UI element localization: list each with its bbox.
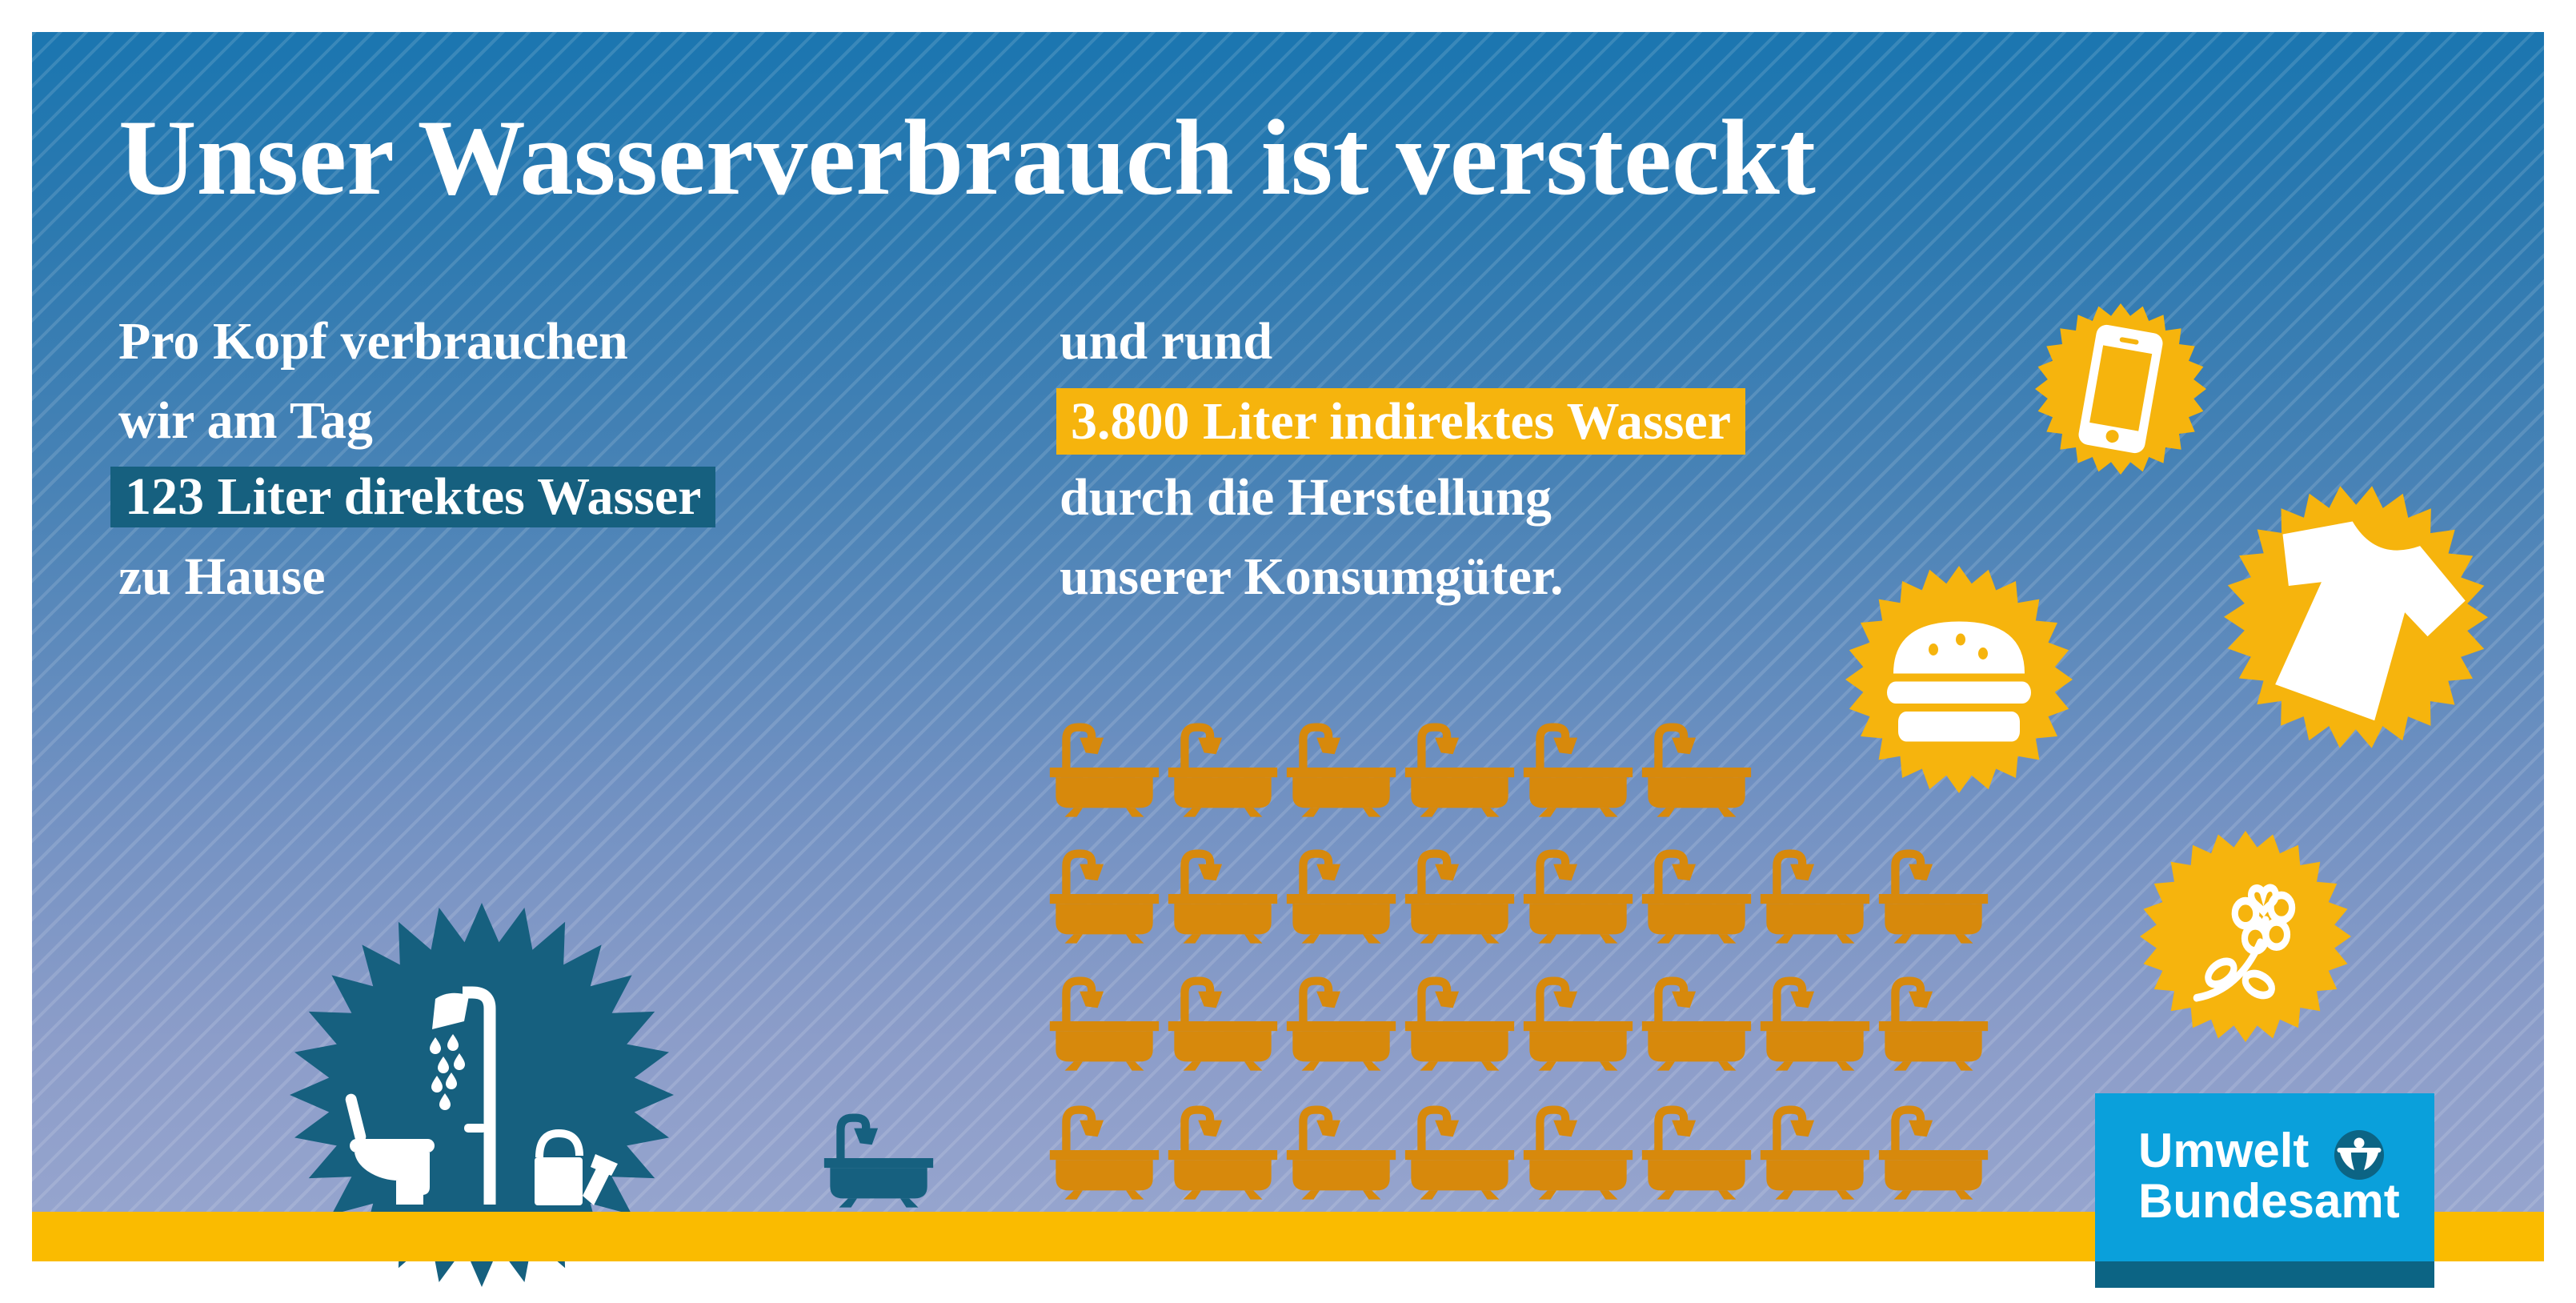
water-drops-icon <box>430 1034 465 1110</box>
bathtub-icon <box>1404 1101 1516 1200</box>
bathtub-icon <box>1641 1101 1753 1200</box>
bathtub-icon <box>1167 718 1279 817</box>
left-line-4: zu Hause <box>118 547 326 606</box>
watering-can-icon <box>535 1129 618 1205</box>
bathtub-icon <box>1522 844 1634 944</box>
smartphone-badge <box>2035 303 2206 475</box>
smartphone-icon <box>2078 324 2163 454</box>
bathtub-icon <box>1167 844 1279 944</box>
indirect-water-highlight: 3.800 Liter indirektes Wasser <box>1056 388 1745 455</box>
bathtub-icon <box>1522 718 1634 817</box>
toilet-icon <box>345 1093 435 1205</box>
bathtub-icon <box>1641 844 1753 944</box>
bathtub-icon <box>1048 718 1160 817</box>
logo-footer-strip <box>2095 1261 2434 1288</box>
page-title: Unser Wasserverbrauch ist versteckt <box>118 98 1816 218</box>
uba-figure-icon <box>2337 1137 2382 1170</box>
right-line-1: und rund <box>1060 312 1273 371</box>
tshirt-badge <box>2224 486 2488 748</box>
flower-badge <box>2140 831 2351 1042</box>
bathtub-icon <box>1404 972 1516 1071</box>
bathtub-icon <box>1759 844 1871 944</box>
burger-badge <box>1845 566 2073 793</box>
bathtub-icon <box>1877 1101 1989 1200</box>
bathtub-icon <box>1285 1101 1397 1200</box>
bathtub-icon <box>1048 1101 1160 1200</box>
bathtub-icon <box>1759 972 1871 1071</box>
bathtub-icon <box>1285 844 1397 944</box>
uba-emblem <box>2334 1130 2384 1180</box>
burger-icon <box>1887 621 2031 742</box>
uba-logo <box>2095 1093 2434 1261</box>
left-line-1: Pro Kopf verbrauchen <box>118 312 628 371</box>
bathtub-icon <box>1641 972 1753 1071</box>
tshirt-icon <box>2275 521 2466 721</box>
bathtub-icon <box>1167 1101 1279 1200</box>
shower-icon <box>430 986 496 1205</box>
bathtub-icon <box>1404 718 1516 817</box>
left-line-2: wir am Tag <box>118 391 373 450</box>
bathtub-icon <box>1404 844 1516 944</box>
bathtub-icon <box>1877 844 1989 944</box>
bathtub-icon <box>1759 1101 1871 1200</box>
bathtub-icon <box>1285 718 1397 817</box>
bathtub-icon <box>1048 844 1160 944</box>
bathtub-icon <box>1048 972 1160 1071</box>
bathtub-icon <box>1522 972 1634 1071</box>
bathtub-icon <box>1522 1101 1634 1200</box>
logo-line-2: Bundesamt <box>2138 1174 2400 1228</box>
direct-water-highlight: 123 Liter direktes Wasser <box>110 467 716 527</box>
logo-line-1: Umwelt <box>2138 1124 2310 1177</box>
logo-text: Umwelt Bundesamt <box>2138 1125 2400 1226</box>
bathtub-icon <box>1877 972 1989 1071</box>
bathtub-icon <box>1167 972 1279 1071</box>
flower-icon <box>2193 884 2296 1002</box>
right-line-3: durch die Herstellung <box>1060 468 1552 527</box>
direct-water-starburst <box>290 903 674 1287</box>
bathtub-icon <box>1285 972 1397 1071</box>
bathtub-icon <box>1641 718 1753 817</box>
right-line-4: unserer Konsumgüter. <box>1060 547 1564 606</box>
bathtub-icon-direct <box>823 1109 935 1208</box>
